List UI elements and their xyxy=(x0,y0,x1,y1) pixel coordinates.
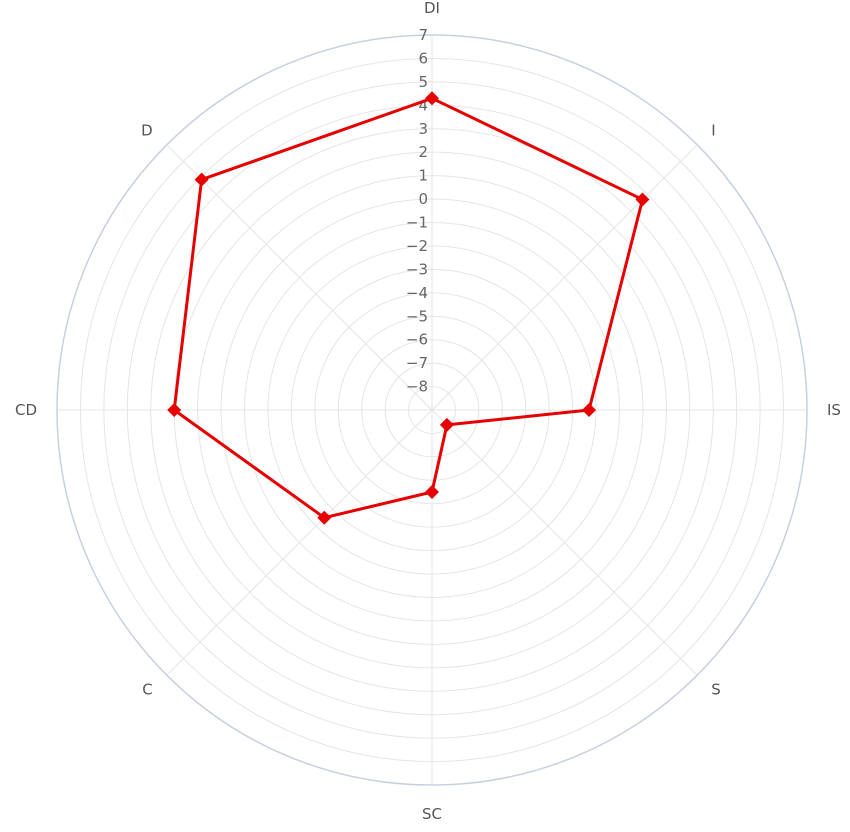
data-point-marker xyxy=(425,485,439,500)
category-label-d: D xyxy=(141,122,153,140)
radial-tick-label: −5 xyxy=(406,307,428,325)
axis-spoke xyxy=(166,144,433,411)
data-point-marker xyxy=(194,172,209,187)
data-point-marker xyxy=(425,91,439,106)
radial-tick-label: −1 xyxy=(406,214,428,232)
category-label-sc: SC xyxy=(422,805,442,823)
category-label-is: IS xyxy=(827,401,841,419)
series-layer xyxy=(167,91,650,525)
radial-tick-label: −8 xyxy=(406,378,428,396)
radial-tick-label: 6 xyxy=(418,49,428,67)
axis-spoke xyxy=(431,409,698,676)
radial-tick-label: −7 xyxy=(406,354,428,372)
axis-spoke xyxy=(431,144,698,411)
radial-tick-labels: 7 6 5 4 3 2 1 0 −1 −2 −3 −4 −5 −6 −7 −8 xyxy=(406,26,428,396)
axis-spoke xyxy=(166,409,433,676)
axis-layer xyxy=(57,35,807,785)
radial-tick-label: 5 xyxy=(418,73,428,91)
data-point-marker xyxy=(582,403,597,417)
category-label-di: DI xyxy=(424,0,440,17)
data-point-marker xyxy=(167,403,182,417)
category-labels: DI I IS S SC C CD D xyxy=(15,0,841,823)
category-label-s: S xyxy=(711,680,721,698)
category-label-c: C xyxy=(142,680,152,698)
radial-tick-label: 7 xyxy=(418,26,428,44)
data-point-marker xyxy=(635,192,650,207)
radial-tick-label: 3 xyxy=(418,120,428,138)
category-label-cd: CD xyxy=(15,401,37,419)
radial-tick-label: 4 xyxy=(418,96,428,114)
category-label-i: I xyxy=(711,122,715,140)
radial-tick-label: −4 xyxy=(406,284,428,302)
data-point-marker xyxy=(317,510,332,525)
radial-tick-label: −2 xyxy=(406,237,428,255)
radial-tick-label: −6 xyxy=(406,331,428,349)
radial-tick-label: 1 xyxy=(418,167,428,185)
radial-tick-label: −3 xyxy=(406,260,428,278)
radial-tick-label: 2 xyxy=(418,143,428,161)
radial-tick-label: 0 xyxy=(418,190,428,208)
data-point-marker xyxy=(439,417,454,432)
